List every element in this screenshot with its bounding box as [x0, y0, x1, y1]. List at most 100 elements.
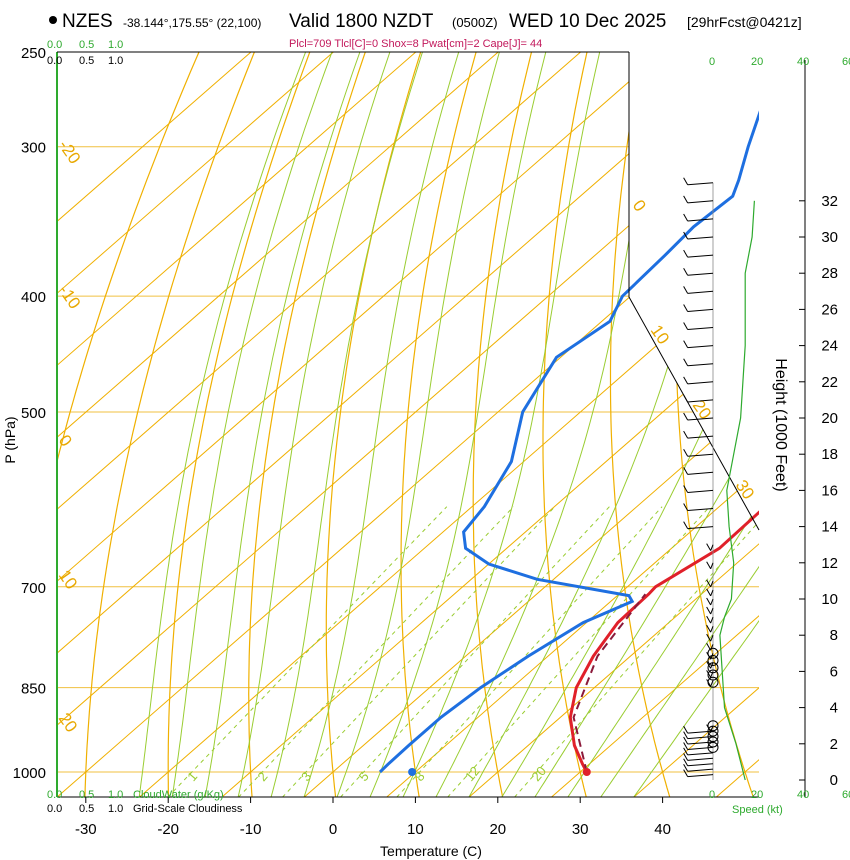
moist-adiabat [369, 52, 547, 797]
isotherm-line [468, 543, 759, 797]
wind-barb [687, 741, 714, 745]
pressure-tick-label: 850 [21, 681, 46, 698]
wind-barb [687, 272, 714, 276]
temperature-tick-label: 40 [654, 821, 671, 838]
cloud-bottom-green-0: 0.0 [47, 789, 62, 801]
wind-barb [687, 236, 714, 240]
moist-adiabat [600, 565, 759, 797]
wind-barb [687, 453, 714, 457]
dry-adiabat-label: -10 [55, 281, 85, 312]
cloud-circle [707, 662, 719, 674]
profiles [378, 110, 759, 776]
temperature-tick-label: -10 [240, 821, 262, 838]
dry-adiabat [57, 52, 200, 464]
cloud-circle [707, 736, 719, 748]
wind-barb [710, 616, 714, 624]
speed-top-0: 0 [709, 56, 715, 68]
y2-axis-title: Height (1000 Feet) [772, 358, 789, 491]
x-axis-title: Temperature (C) [380, 843, 482, 859]
cloud-circle [707, 655, 719, 667]
cloud-bottom-black-2: 1.0 [108, 803, 123, 815]
isotherm-line [57, 52, 499, 438]
wind-barb [687, 200, 714, 204]
speed-bottom-60: 60 [842, 789, 850, 801]
mixing-ratio-line [340, 506, 610, 797]
height-tick-label: 12 [821, 555, 838, 572]
dry-adiabat [325, 52, 422, 797]
isotherm-line [386, 471, 759, 797]
wind-barb [710, 544, 714, 551]
wind-barb [687, 290, 714, 294]
wind-barb [687, 218, 714, 222]
speed-bottom-40: 40 [797, 789, 809, 801]
wind-barb-flag [683, 725, 689, 734]
wind-barb [687, 730, 714, 734]
dry-adiabat-label: 20 [55, 709, 81, 735]
wind-barb-flag [683, 358, 689, 367]
right-mask [629, 52, 759, 530]
height-tick-label: 4 [830, 700, 838, 717]
wind-barb [710, 680, 714, 687]
moist-adiabat [270, 52, 423, 797]
mixing-ratio-label: 20 [528, 763, 549, 784]
station-name: NZES [62, 11, 113, 32]
wind-barb-flag [706, 633, 712, 642]
wind-barb-flag [683, 753, 689, 761]
pressure-tick-label: 300 [21, 140, 46, 157]
wind-barb [687, 254, 714, 258]
cloud-top-black-2: 1.0 [108, 55, 123, 67]
cloud-top-green-0: 0.0 [47, 39, 62, 51]
cloud-top-green-2: 1.0 [108, 39, 123, 51]
cloud-circle [707, 669, 719, 681]
wind-barb-flag [683, 521, 689, 529]
wind-barb-flag [683, 213, 689, 222]
wind-barb-flag [706, 543, 712, 551]
forecast-date: WED 10 Dec 2025 [509, 11, 666, 32]
mixing-ratio-line [238, 506, 514, 797]
wind-barb [687, 526, 714, 530]
cloud-scale-top: 0.0 0.5 1.0 0.0 0.5 1.0 [47, 39, 123, 67]
isotherm-line [57, 52, 417, 367]
wind-barb-flag [683, 304, 689, 312]
moist-adiabat [204, 52, 361, 797]
wind-barb-flag [683, 742, 689, 750]
station-dot-icon [49, 16, 57, 24]
height-tick-label: 28 [821, 265, 838, 282]
height-tick-label: 26 [821, 301, 838, 318]
height-tick-label: 30 [821, 229, 838, 246]
wind-barb [687, 182, 714, 186]
wind-barb [710, 589, 714, 597]
temperature-tick-label: -30 [75, 821, 97, 838]
isotherm-line [57, 52, 746, 654]
height-tick-label: 8 [830, 627, 838, 644]
cloud-scale-bottom: 0.0 0.5 1.0 CloudWater (g/Kg) 0.0 0.5 1.… [47, 789, 243, 815]
height-tick-label: 24 [821, 338, 838, 355]
mixing-ratio-label: 12 [462, 763, 483, 784]
wind-barb-flag [683, 763, 689, 772]
wind-barb [687, 752, 714, 756]
y-axis-title: P (hPa) [2, 416, 18, 463]
cloud-bottom-black-1: 0.5 [79, 803, 94, 815]
wind-barb [687, 327, 714, 331]
moist-adiabat [237, 52, 391, 797]
height-tick-label: 18 [821, 446, 838, 463]
wind-barb-flag [683, 286, 689, 294]
station-coords: -38.144°,175.55° (22,100) [123, 16, 261, 30]
wind-barb-flag [706, 670, 712, 678]
mixing-ratio-line [281, 506, 556, 797]
wind-barb-flag [683, 769, 689, 777]
speed-top-60: 60 [842, 56, 850, 68]
wind-barb-flag [683, 485, 689, 493]
grid-lines: 1 2 3 5 8 12 20 [57, 52, 759, 797]
wind-barb-flag [706, 606, 712, 615]
pressure-tick-label: 250 [21, 45, 46, 62]
moist-adiabat [534, 423, 759, 797]
moist-adiabat [435, 52, 664, 797]
header: NZES -38.144°,175.55° (22,100) Valid 180… [49, 11, 802, 50]
wind-barb-flag [683, 322, 689, 330]
speed-top-20: 20 [751, 56, 763, 68]
dry-adiabat-label: 10 [55, 566, 81, 592]
wind-barb-flag [683, 376, 689, 385]
wind-barb-flag [706, 588, 712, 597]
